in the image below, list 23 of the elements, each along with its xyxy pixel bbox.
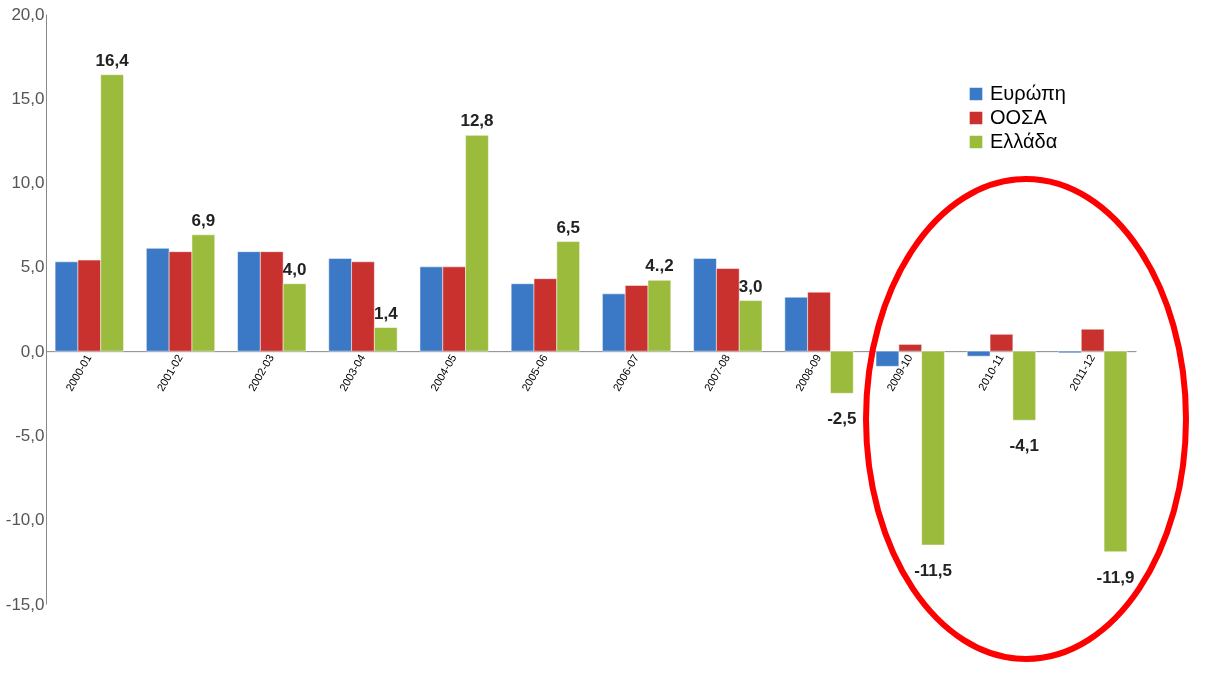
legend-label: ΟΟΣΑ xyxy=(990,106,1048,128)
y-tick-label: 20,0 xyxy=(11,4,45,24)
y-tick-label: -15,0 xyxy=(5,594,45,614)
data-label: 12,8 xyxy=(460,111,494,131)
y-tick-label: -5,0 xyxy=(15,425,45,445)
data-label: -11,5 xyxy=(914,561,952,580)
y-tick-label: 0,0 xyxy=(20,341,45,361)
data-label: -4,1 xyxy=(1009,436,1039,456)
legend-label: Ευρώπη xyxy=(990,82,1066,104)
data-label: 16,4 xyxy=(95,50,130,70)
legend-label: Ελλάδα xyxy=(990,130,1058,152)
data-label: -11,9 xyxy=(1096,567,1135,587)
data-label: 4.,2 xyxy=(645,256,674,276)
y-tick-label: 15,0 xyxy=(11,88,45,108)
y-tick-label: -10,0 xyxy=(5,510,45,530)
y-tick-label: 10,0 xyxy=(11,173,45,193)
data-label: 3,0 xyxy=(738,276,763,296)
y-tick-label: 5,0 xyxy=(20,257,45,277)
data-label: 6,9 xyxy=(191,210,216,230)
data-label: 6,5 xyxy=(556,217,581,237)
data-label: 1,4 xyxy=(373,303,399,323)
data-label: -2,5 xyxy=(827,409,857,429)
data-label: 4,0 xyxy=(282,259,307,279)
